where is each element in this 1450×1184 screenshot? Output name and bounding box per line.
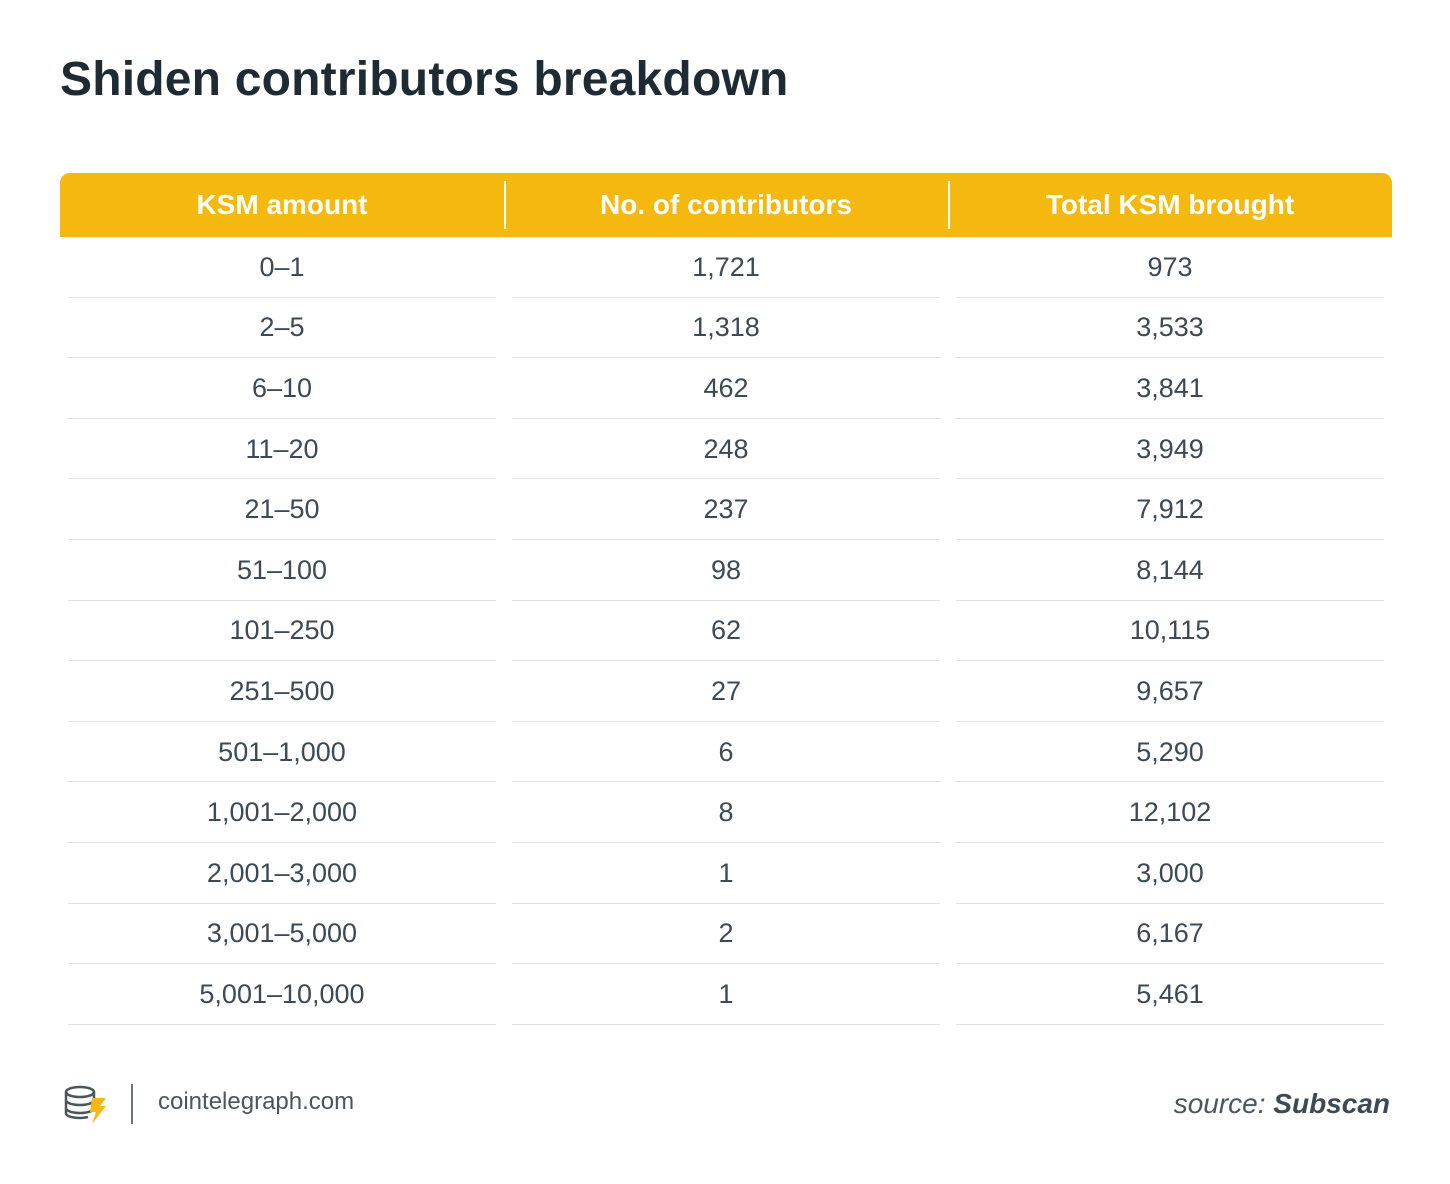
cell-contributors: 2 [504,904,948,965]
page-title: Shiden contributors breakdown [60,53,789,106]
cell-ksm-amount: 251–500 [60,661,504,722]
cell-contributors: 27 [504,661,948,722]
table-row: 501–1,000 6 5,290 [60,722,1392,783]
cell-contributors: 8 [504,782,948,843]
table-row: 21–50 237 7,912 [60,479,1392,540]
table-row: 51–100 98 8,144 [60,540,1392,601]
cell-total-ksm: 12,102 [948,782,1392,843]
cell-ksm-amount: 1,001–2,000 [60,782,504,843]
cell-total-ksm: 5,290 [948,722,1392,783]
table-row: 101–250 62 10,115 [60,601,1392,662]
table-row: 6–10 462 3,841 [60,358,1392,419]
cell-ksm-amount: 3,001–5,000 [60,904,504,965]
table-row: 251–500 27 9,657 [60,661,1392,722]
cell-total-ksm: 5,461 [948,964,1392,1025]
cell-ksm-amount: 2,001–3,000 [60,843,504,904]
table-row: 2–5 1,318 3,533 [60,298,1392,359]
cell-contributors: 237 [504,479,948,540]
cell-contributors: 462 [504,358,948,419]
cell-ksm-amount: 21–50 [60,479,504,540]
cell-ksm-amount: 51–100 [60,540,504,601]
cell-ksm-amount: 2–5 [60,298,504,359]
cell-total-ksm: 7,912 [948,479,1392,540]
table-row: 5,001–10,000 1 5,461 [60,964,1392,1025]
cell-total-ksm: 10,115 [948,601,1392,662]
cell-contributors: 1 [504,843,948,904]
cell-contributors: 248 [504,419,948,480]
cell-total-ksm: 3,949 [948,419,1392,480]
cell-total-ksm: 6,167 [948,904,1392,965]
cell-ksm-amount: 5,001–10,000 [60,964,504,1025]
cell-total-ksm: 3,533 [948,298,1392,359]
table-row: 2,001–3,000 1 3,000 [60,843,1392,904]
cell-contributors: 6 [504,722,948,783]
cell-total-ksm: 3,000 [948,843,1392,904]
source-name: Subscan [1273,1088,1390,1119]
cell-ksm-amount: 0–1 [60,237,504,298]
column-header-total-ksm: Total KSM brought [948,173,1392,237]
footer-divider [131,1084,133,1124]
table-row: 1,001–2,000 8 12,102 [60,782,1392,843]
table-header: KSM amount No. of contributors Total KSM… [60,173,1392,237]
table-row: 3,001–5,000 2 6,167 [60,904,1392,965]
cell-ksm-amount: 101–250 [60,601,504,662]
cell-total-ksm: 3,841 [948,358,1392,419]
cell-contributors: 1 [504,964,948,1025]
cell-contributors: 1,721 [504,237,948,298]
footer-source: source: Subscan [1174,1088,1390,1120]
cell-ksm-amount: 501–1,000 [60,722,504,783]
cell-total-ksm: 8,144 [948,540,1392,601]
cell-contributors: 62 [504,601,948,662]
table-body: 0–1 1,721 973 2–5 1,318 3,533 6–10 462 3,841 11–2… [60,237,1392,1025]
cell-total-ksm: 973 [948,237,1392,298]
column-header-contributors: No. of contributors [504,173,948,237]
footer-site-link[interactable]: cointelegraph.com [158,1088,355,1115]
cointelegraph-logo-icon [64,1085,106,1124]
cell-total-ksm: 9,657 [948,661,1392,722]
source-prefix: source: [1173,1088,1266,1119]
table-row: 11–20 248 3,949 [60,419,1392,480]
table-row: 0–1 1,721 973 [60,237,1392,298]
column-header-ksm-amount: KSM amount [196,189,368,220]
cell-contributors: 98 [504,540,948,601]
cell-ksm-amount: 11–20 [60,419,504,480]
cell-contributors: 1,318 [504,298,948,359]
cell-ksm-amount: 6–10 [60,358,504,419]
